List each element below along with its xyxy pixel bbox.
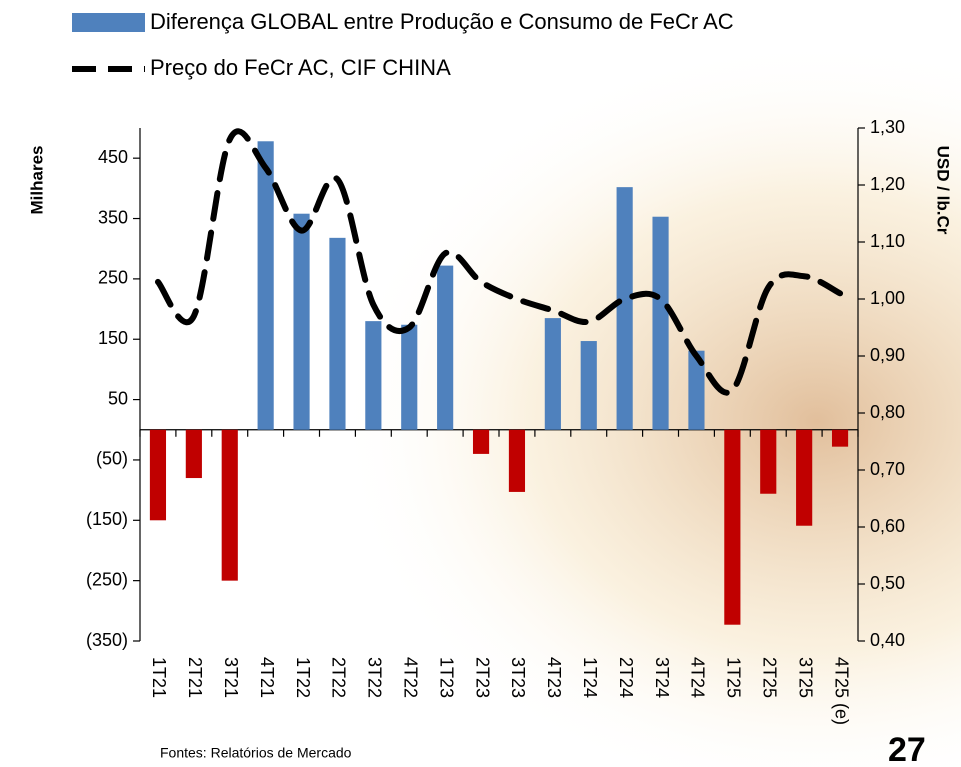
bar — [724, 430, 740, 625]
y-tick-label: 150 — [98, 328, 128, 348]
x-tick-label: 1T22 — [293, 657, 313, 698]
bar — [222, 430, 238, 581]
legend-label: Diferença GLOBAL entre Produção e Consum… — [150, 9, 734, 34]
y2-tick-label: 1,00 — [870, 288, 905, 308]
x-tick-label: 3T22 — [365, 657, 385, 698]
y2-axis-title: USD / lb.Cr — [934, 146, 953, 235]
y-tick-label: (350) — [86, 630, 128, 650]
x-tick-label: 3T23 — [508, 657, 528, 698]
x-tick-label: 4T25 (e) — [831, 657, 851, 725]
x-tick-label: 2T21 — [185, 657, 205, 698]
x-tick-label: 1T23 — [436, 657, 456, 698]
bar — [509, 430, 525, 492]
bar — [329, 238, 345, 430]
x-tick-label: 3T24 — [652, 657, 672, 698]
page-number: 27 — [888, 731, 926, 767]
y2-tick-label: 0,50 — [870, 573, 905, 593]
bar — [581, 341, 597, 430]
y2-tick-label: 1,20 — [870, 174, 905, 194]
background — [0, 0, 961, 767]
x-tick-label: 2T22 — [329, 657, 349, 698]
y2-tick-label: 0,70 — [870, 459, 905, 479]
bar — [437, 266, 453, 430]
y2-tick-label: 0,40 — [870, 630, 905, 650]
x-tick-label: 4T21 — [257, 657, 277, 698]
x-tick-label: 4T22 — [401, 657, 421, 698]
y2-tick-label: 1,10 — [870, 231, 905, 251]
bar — [652, 217, 668, 430]
chart: Diferença GLOBAL entre Produção e Consum… — [0, 0, 961, 767]
y-tick-label: 250 — [98, 268, 128, 288]
x-tick-label: 2T23 — [472, 657, 492, 698]
bar — [186, 430, 202, 478]
y2-tick-label: 0,80 — [870, 402, 905, 422]
bar — [617, 187, 633, 430]
x-tick-label: 1T25 — [724, 657, 744, 698]
y-axis-title: Milhares — [27, 146, 46, 215]
y2-tick-label: 0,60 — [870, 516, 905, 536]
bar — [545, 318, 561, 430]
x-tick-label: 1T21 — [149, 657, 169, 698]
bar — [150, 430, 166, 521]
bar — [258, 141, 274, 429]
x-tick-label: 2T25 — [760, 657, 780, 698]
legend-swatch-bar — [72, 13, 145, 32]
y-tick-label: (250) — [86, 569, 128, 589]
bar — [796, 430, 812, 526]
bar — [473, 430, 489, 454]
x-tick-label: 3T25 — [795, 657, 815, 698]
bar — [832, 430, 848, 447]
y-tick-label: (50) — [96, 449, 128, 469]
y-tick-label: 450 — [98, 147, 128, 167]
y-tick-label: (150) — [86, 509, 128, 529]
y2-tick-label: 0,90 — [870, 345, 905, 365]
bar — [401, 325, 417, 430]
x-tick-label: 3T21 — [221, 657, 241, 698]
x-tick-label: 2T24 — [616, 657, 636, 698]
bar — [760, 430, 776, 494]
bar — [293, 214, 309, 430]
y-tick-label: 50 — [108, 388, 128, 408]
bar — [365, 321, 381, 430]
y-tick-label: 350 — [98, 207, 128, 227]
y2-tick-label: 1,30 — [870, 117, 905, 137]
x-tick-label: 4T24 — [688, 657, 708, 698]
x-tick-label: 4T23 — [544, 657, 564, 698]
source-note: Fontes: Relatórios de Mercado — [160, 745, 352, 761]
legend-label: Preço do FeCr AC, CIF CHINA — [150, 55, 451, 80]
x-tick-label: 1T24 — [580, 657, 600, 698]
